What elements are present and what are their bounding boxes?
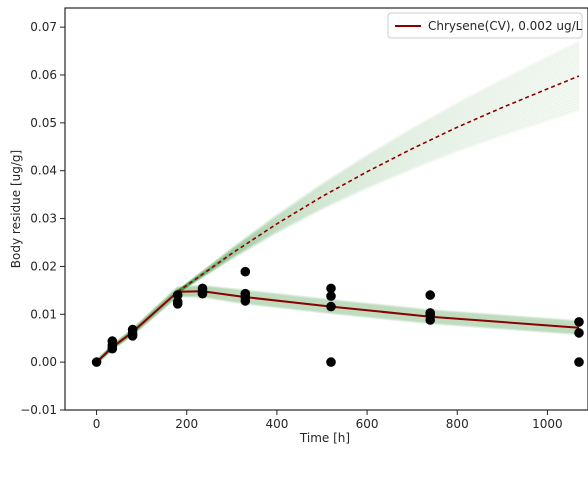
y-tick-label: −0.01 (20, 403, 57, 417)
y-tick-label: 0.00 (30, 355, 57, 369)
uncertainty-curve-upper (176, 43, 580, 294)
uncertainty-curve-upper (176, 48, 580, 294)
x-axis-ticks: 0 200 400 600 800 1000 (93, 410, 563, 431)
projection-dashed-line (177, 75, 580, 293)
y-tick-label: 0.05 (30, 116, 57, 130)
uncertainty-curve-upper (176, 102, 580, 294)
uncertainty-curve-upper (176, 91, 580, 294)
x-tick-label: 600 (356, 417, 379, 431)
data-point (574, 317, 584, 327)
uncertainty-curve-upper (176, 97, 580, 294)
legend-label: Chrysene(CV), 0.002 ug/L (428, 19, 583, 33)
uncertainty-curve-upper (176, 62, 580, 294)
data-point (326, 301, 336, 312)
uncertainty-curve-upper (176, 46, 580, 294)
uncertainty-curve-upper (176, 64, 580, 294)
uncertainty-curve-upper (176, 105, 580, 294)
data-point (326, 283, 336, 294)
data-point (240, 288, 251, 299)
y-axis-ticks: −0.01 0.00 0.01 0.02 0.03 0.04 0.05 0.06 0.07 (20, 20, 65, 417)
uncertainty-curve-upper (176, 86, 580, 294)
data-point (172, 290, 183, 300)
uncertainty-curve-upper (176, 51, 580, 294)
uncertainty-curve-upper (176, 56, 580, 294)
uncertainty-curve-upper (176, 54, 580, 294)
x-tick-label: 200 (175, 417, 198, 431)
data-point (425, 308, 436, 318)
observation-points (91, 266, 584, 367)
y-tick-label: 0.04 (30, 164, 57, 178)
x-tick-label: 800 (446, 417, 469, 431)
data-point (127, 324, 138, 335)
data-point (107, 336, 118, 346)
plot-frame (64, 7, 588, 411)
uncertainty-curve-upper (176, 67, 580, 294)
y-tick-label: 0.07 (30, 20, 57, 34)
data-point (240, 266, 251, 277)
uncertainty-curve-upper (176, 107, 580, 294)
data-point (326, 291, 336, 301)
x-axis-label: Time [h] (299, 431, 350, 445)
y-tick-label: 0.01 (30, 307, 57, 321)
uncertainty-bands (95, 40, 580, 365)
y-tick-label: 0.02 (30, 259, 57, 273)
x-tick-label: 0 (93, 417, 101, 431)
uncertainty-curve-upper (176, 89, 580, 294)
data-point (574, 328, 584, 338)
y-axis-label: Body residue [ug/g] (9, 150, 23, 268)
data-point (172, 297, 183, 307)
uncertainty-curve-upper (176, 99, 580, 294)
x-tick-label: 400 (265, 417, 288, 431)
legend: Chrysene(CV), 0.002 ug/L (387, 12, 583, 39)
uncertainty-curve-upper (176, 94, 580, 294)
data-point (574, 357, 584, 367)
data-point (91, 357, 102, 367)
uncertainty-curve-upper (176, 40, 580, 294)
uncertainty-curve-upper (176, 59, 580, 294)
x-tick-label: 1000 (532, 417, 563, 431)
uncertainty-curve-upper (176, 81, 580, 294)
legend-box (387, 12, 583, 39)
data-point (326, 357, 336, 367)
y-tick-label: 0.06 (30, 68, 57, 82)
uncertainty-curve-upper (176, 83, 580, 294)
y-tick-label: 0.03 (30, 212, 57, 226)
data-point (425, 290, 436, 300)
data-point (197, 283, 208, 294)
